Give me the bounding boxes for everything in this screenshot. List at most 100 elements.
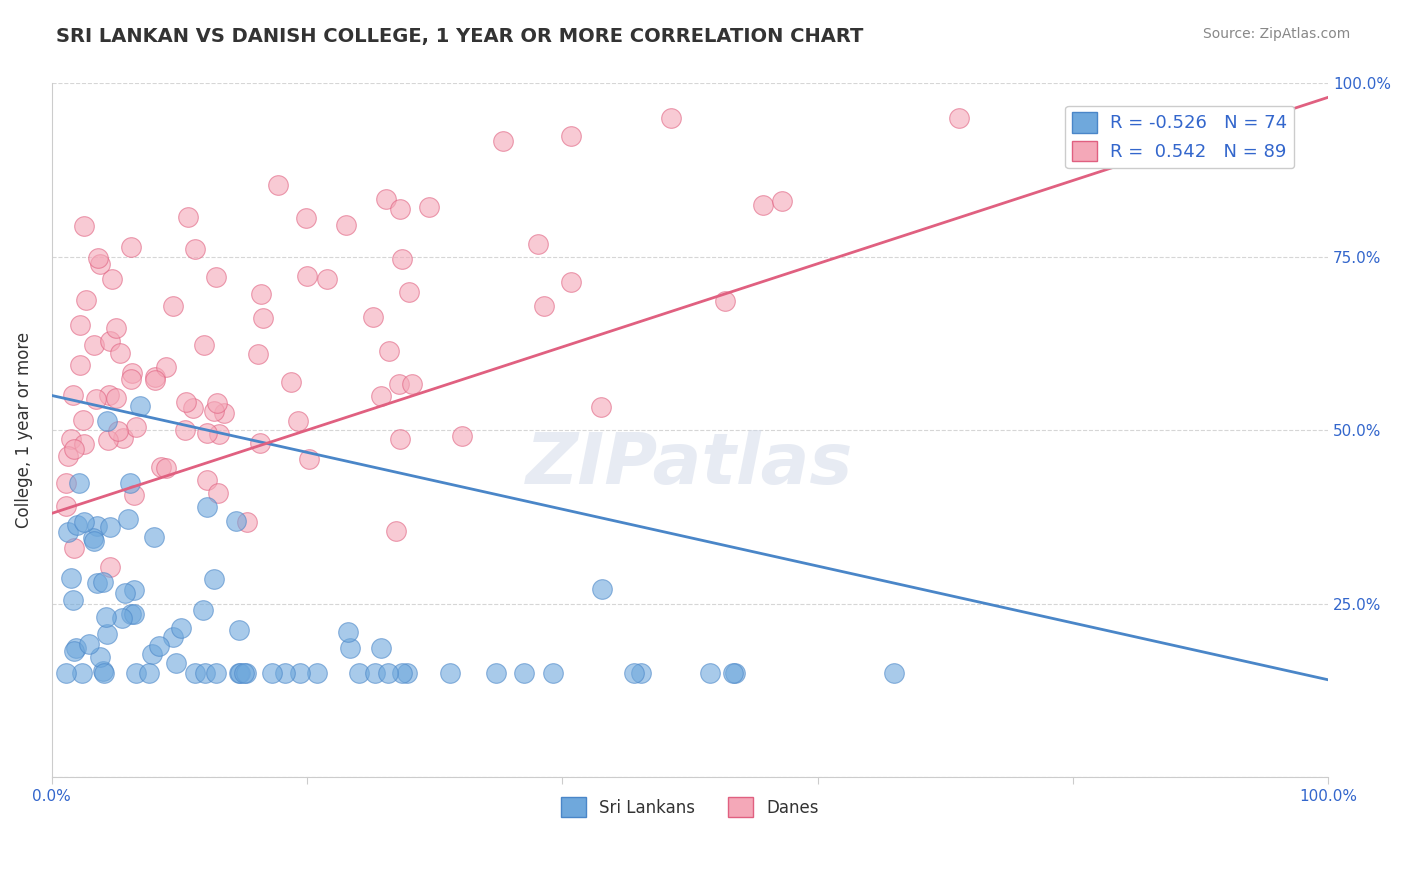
Point: [526, 237, 548, 252]
Point: [591, 582, 613, 596]
Point: [883, 665, 905, 680]
Point: [55, 665, 77, 680]
Point: [96, 414, 118, 428]
Point: [212, 405, 235, 419]
Point: [125, 665, 148, 680]
Point: [173, 424, 195, 438]
Point: [770, 194, 793, 209]
Point: [177, 210, 200, 224]
Point: [128, 399, 150, 413]
Point: [560, 275, 582, 289]
Point: [148, 640, 170, 654]
Point: [143, 373, 166, 387]
Point: [378, 344, 401, 359]
Point: [65, 641, 87, 656]
Point: [184, 665, 207, 680]
Point: [228, 623, 250, 637]
Point: [62, 541, 84, 556]
Point: [87, 251, 110, 265]
Text: Source: ZipAtlas.com: Source: ZipAtlas.com: [1202, 27, 1350, 41]
Point: [72, 413, 94, 427]
Point: [114, 586, 136, 600]
Point: [67, 475, 90, 490]
Point: [418, 200, 440, 214]
Point: [714, 294, 737, 309]
Point: [59, 432, 82, 446]
Point: [194, 665, 217, 680]
Point: [229, 665, 252, 680]
Point: [72, 665, 94, 680]
Point: [174, 394, 197, 409]
Point: [121, 367, 143, 381]
Point: [193, 338, 215, 352]
Point: [62, 592, 84, 607]
Point: [120, 372, 142, 386]
Point: [83, 533, 105, 548]
Point: [205, 665, 228, 680]
Point: [589, 400, 612, 414]
Point: [235, 515, 257, 529]
Point: [274, 665, 297, 680]
Point: [91, 574, 114, 589]
Point: [391, 252, 413, 267]
Point: [297, 268, 319, 283]
Point: [111, 611, 134, 625]
Point: [184, 242, 207, 256]
Point: [162, 630, 184, 644]
Text: ZIPatlas: ZIPatlas: [526, 430, 853, 500]
Text: SRI LANKAN VS DANISH COLLEGE, 1 YEAR OR MORE CORRELATION CHART: SRI LANKAN VS DANISH COLLEGE, 1 YEAR OR …: [56, 27, 863, 45]
Point: [96, 610, 118, 624]
Point: [294, 211, 316, 225]
Point: [195, 473, 218, 487]
Point: [249, 435, 271, 450]
Point: [73, 436, 96, 450]
Point: [339, 641, 361, 656]
Point: [86, 392, 108, 406]
Point: [541, 665, 564, 680]
Point: [97, 388, 120, 402]
Point: [120, 475, 142, 490]
Point: [93, 665, 115, 680]
Point: [513, 665, 536, 680]
Point: [235, 665, 257, 680]
Point: [107, 424, 129, 438]
Point: [55, 499, 77, 513]
Point: [155, 359, 177, 374]
Point: [62, 387, 84, 401]
Point: [250, 286, 273, 301]
Point: [96, 627, 118, 641]
Point: [252, 311, 274, 326]
Point: [208, 427, 231, 442]
Point: [86, 518, 108, 533]
Point: [388, 376, 411, 391]
Point: [388, 202, 411, 217]
Point: [439, 665, 461, 680]
Point: [66, 518, 89, 533]
Point: [170, 621, 193, 635]
Point: [63, 442, 86, 456]
Point: [125, 420, 148, 434]
Point: [370, 640, 392, 655]
Point: [82, 531, 104, 545]
Point: [305, 665, 328, 680]
Point: [202, 572, 225, 586]
Point: [58, 524, 80, 539]
Point: [89, 257, 111, 271]
Point: [361, 310, 384, 324]
Point: [104, 321, 127, 335]
Point: [117, 512, 139, 526]
Point: [202, 404, 225, 418]
Point: [723, 665, 745, 680]
Point: [451, 428, 474, 442]
Point: [389, 432, 412, 446]
Point: [948, 111, 970, 125]
Point: [56, 449, 79, 463]
Point: [191, 603, 214, 617]
Point: [207, 486, 229, 500]
Point: [98, 559, 121, 574]
Point: [377, 665, 399, 680]
Point: [560, 128, 582, 143]
Point: [262, 665, 284, 680]
Point: [225, 514, 247, 528]
Point: [120, 607, 142, 621]
